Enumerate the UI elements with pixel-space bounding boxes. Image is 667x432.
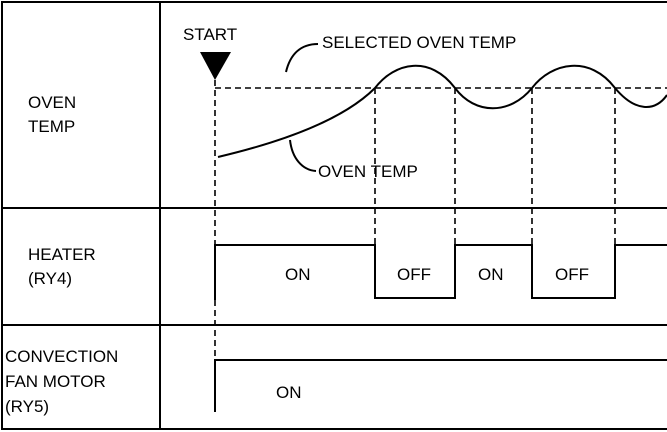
leader	[289, 139, 317, 172]
row-label: CONVECTION	[5, 347, 118, 366]
row-label: FAN MOTOR	[5, 372, 106, 391]
heater-signal	[214, 244, 667, 300]
row-label: OVEN	[28, 93, 76, 112]
row-label: HEATER	[28, 245, 96, 264]
start-marker	[200, 52, 231, 80]
selected-temp-label: SELECTED OVEN TEMP	[322, 33, 516, 52]
start-label: START	[183, 25, 237, 44]
fan-signal	[214, 359, 667, 412]
oven-temp-curve	[217, 64, 667, 158]
state-label: ON	[478, 265, 504, 284]
leader	[285, 43, 319, 73]
row-label: (RY5)	[5, 397, 49, 416]
state-label: ON	[285, 265, 311, 284]
state-label: OFF	[397, 265, 431, 284]
state-label: OFF	[555, 265, 589, 284]
state-label: ON	[276, 383, 302, 402]
row-label: (RY4)	[28, 269, 72, 288]
row-label: TEMP	[28, 117, 75, 136]
oven-temp-label: OVEN TEMP	[318, 162, 418, 181]
